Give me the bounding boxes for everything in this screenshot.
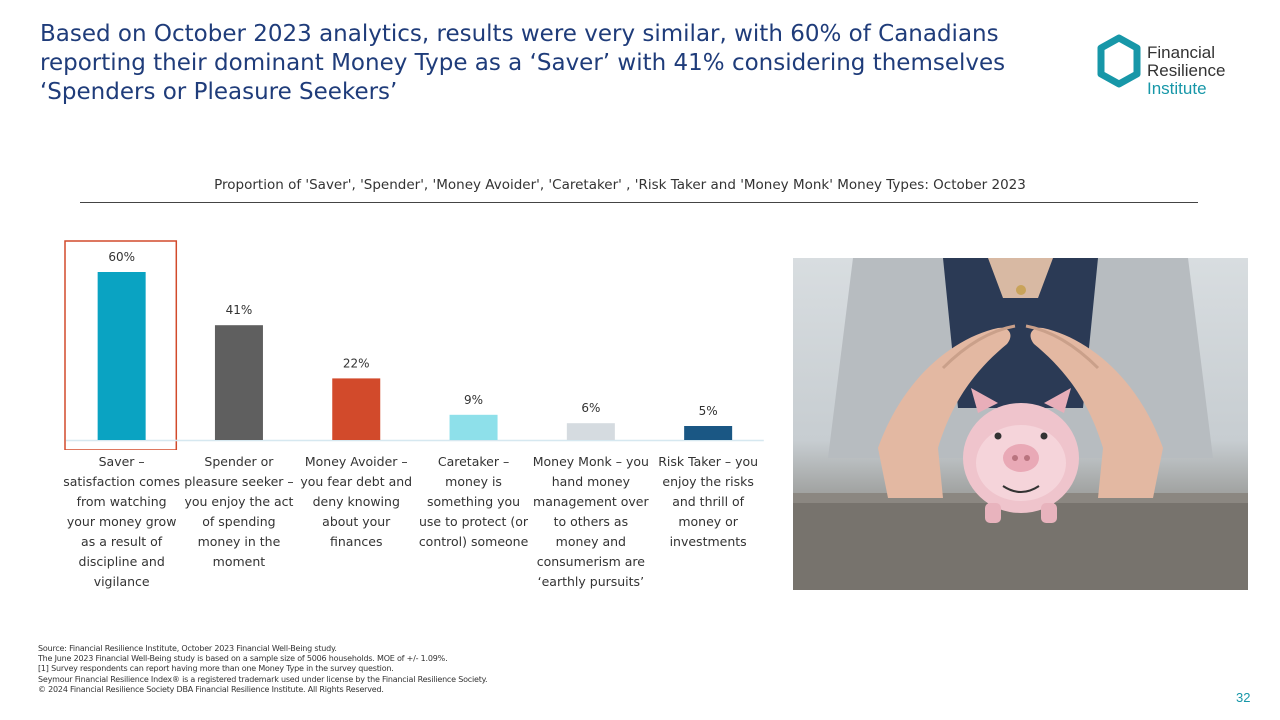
category-label-1: Spender or pleasure seeker – you enjoy t… bbox=[184, 454, 294, 569]
category-label-3: Caretaker – money is something you use t… bbox=[418, 454, 529, 549]
footnotes: Source: Financial Resilience Institute, … bbox=[38, 644, 738, 695]
page-title: Based on October 2023 analytics, results… bbox=[40, 21, 1006, 105]
footnote-copyright: © 2024 Financial Resilience Society DBA … bbox=[38, 684, 384, 694]
logo-text-line-1: Financial bbox=[1147, 43, 1216, 62]
footnote-survey: [1] Survey respondents can report having… bbox=[38, 664, 394, 674]
piggy-bank-photo bbox=[793, 258, 1248, 590]
value-label-0: 60% bbox=[108, 250, 135, 264]
bar-chart: 60% 41% 22% 9% 6% 5% bbox=[64, 240, 764, 450]
logo-hexagon-icon bbox=[1097, 34, 1141, 88]
value-label-1: 41% bbox=[226, 303, 253, 317]
value-label-5: 5% bbox=[699, 404, 718, 418]
footnote-sample: The June 2023 Financial Well-Being study… bbox=[38, 654, 448, 664]
page-number: 32 bbox=[1236, 690, 1251, 705]
footnote-source: Source: Financial Resilience Institute, … bbox=[38, 644, 337, 653]
category-label-2: Money Avoider – you fear debt and deny k… bbox=[300, 454, 413, 549]
logo-text-line-2: Resilience bbox=[1147, 61, 1226, 80]
bar-3 bbox=[449, 414, 498, 440]
bar-0 bbox=[97, 272, 146, 440]
category-label-5: Risk Taker – you enjoy the risks and thr… bbox=[658, 454, 759, 549]
value-label-4: 6% bbox=[581, 401, 600, 415]
category-label-4: Money Monk – you hand money management o… bbox=[532, 454, 649, 589]
chart-title: Proportion of 'Saver', 'Spender', 'Money… bbox=[214, 177, 1026, 193]
bar-1 bbox=[214, 325, 263, 440]
bar-5 bbox=[684, 426, 733, 440]
logo-text-line-3: Institute bbox=[1147, 79, 1207, 98]
bar-4 bbox=[566, 423, 615, 440]
financial-resilience-institute-logo: Financial Resilience Institute bbox=[1096, 34, 1256, 104]
piggy-bank-hands-image bbox=[793, 258, 1248, 590]
value-label-3: 9% bbox=[464, 393, 483, 407]
value-label-2: 22% bbox=[343, 356, 370, 370]
bar-2 bbox=[332, 378, 381, 440]
footnote-trademark: Seymour Financial Resilience Index® is a… bbox=[38, 674, 488, 684]
chart-title-divider bbox=[80, 202, 1198, 203]
category-label-0: Saver – satisfaction comes from watching… bbox=[63, 454, 181, 589]
highlight-box bbox=[64, 240, 178, 450]
